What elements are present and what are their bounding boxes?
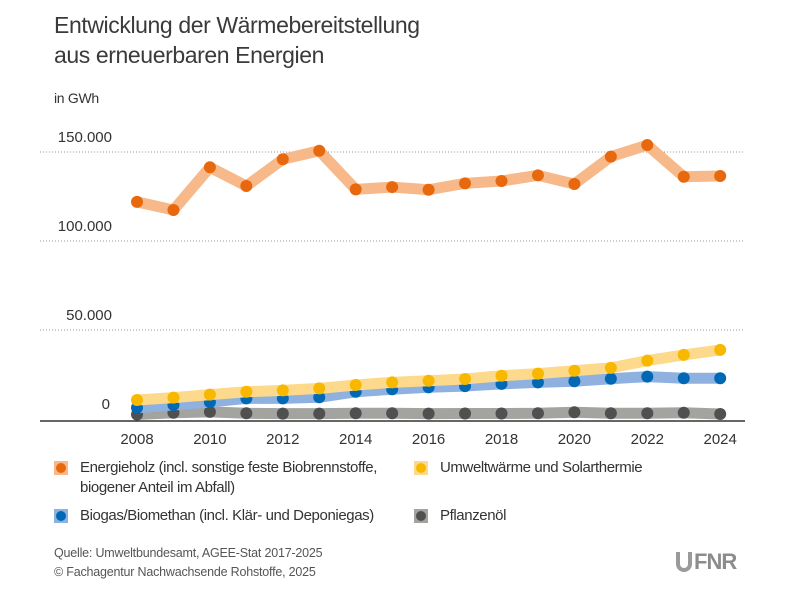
data-point [422, 374, 435, 387]
data-point [240, 407, 253, 420]
chart-title-line-1: Entwicklung der Wärmebereitstellung [54, 12, 420, 38]
data-point [641, 370, 654, 383]
y-tick-label: 0 [102, 396, 110, 413]
legend-label-pflanzenoel: Pflanzenöl [440, 507, 507, 524]
data-point [349, 379, 362, 392]
x-tick-label: 2014 [339, 431, 372, 448]
data-point [604, 372, 617, 385]
legend-label-biogas: Biogas/Biomethan (incl. Klär- und Deponi… [80, 507, 374, 524]
x-tick-label: 2024 [704, 431, 737, 448]
x-tick-label: 2020 [558, 431, 591, 448]
data-point [495, 407, 508, 420]
data-point [531, 376, 544, 389]
data-point [240, 179, 253, 192]
legend-item-umweltwaerme: Umweltwärme und Solarthermie [414, 458, 643, 478]
data-point [604, 407, 617, 420]
data-point [531, 367, 544, 380]
data-point [714, 343, 727, 356]
data-point [531, 169, 544, 182]
chart-title-line-2: aus erneuerbaren Energien [54, 42, 325, 68]
legend-label-energieholz: Energieholz (incl. sonstige feste Biobre… [80, 459, 377, 496]
legend-swatch-umweltwaerme [414, 461, 428, 475]
data-point [276, 384, 289, 397]
x-tick-label: 2010 [193, 431, 226, 448]
data-point [313, 382, 326, 395]
data-point [203, 405, 216, 418]
data-point [714, 372, 727, 385]
data-point [131, 393, 143, 406]
data-point [459, 177, 472, 190]
legend-swatch-pflanzenoel [414, 509, 428, 523]
copyright-line: © Fachagentur Nachwachsende Rohstoffe, 2… [54, 565, 316, 579]
data-point [677, 170, 690, 183]
data-point [349, 183, 362, 196]
data-point [459, 407, 472, 420]
data-point [677, 372, 690, 385]
source-note: Quelle: Umweltbundesamt, AGEE-Stat 2017-… [54, 544, 323, 582]
legend-swatch-energieholz [54, 461, 68, 475]
data-point [714, 408, 727, 421]
legend-label-umweltwaerme: Umweltwärme und Solarthermie [440, 459, 643, 476]
data-point [604, 361, 617, 374]
y-tick-label: 50.000 [66, 307, 112, 324]
data-point [313, 144, 326, 157]
data-point [677, 348, 690, 361]
data-point [568, 364, 581, 377]
data-point [386, 181, 399, 194]
data-point [641, 139, 654, 152]
data-point [568, 178, 581, 191]
logo-text: FNR [694, 549, 737, 574]
data-point [349, 407, 362, 420]
x-tick-label: 2012 [266, 431, 299, 448]
x-tick-label: 2008 [120, 431, 153, 448]
x-tick-label: 2018 [485, 431, 518, 448]
data-point [568, 406, 581, 419]
data-point [641, 354, 654, 367]
legend-item-energieholz: Energieholz (incl. sonstige feste Biobre… [54, 458, 377, 498]
data-point [568, 375, 581, 388]
fnr-logo: FNR [676, 549, 737, 575]
y-axis-unit-label: in GWh [54, 90, 99, 106]
data-point [714, 170, 727, 183]
data-point [276, 153, 289, 166]
data-point [240, 385, 253, 398]
data-point [422, 407, 435, 420]
data-point [422, 183, 435, 196]
data-point [641, 407, 654, 420]
line-chart: 0 50.000 100.000 150.000 2008 2010 2012 2014 201… [40, 129, 745, 448]
data-point [313, 391, 326, 404]
chart-title: Entwicklung der Wärmebereitstellung aus … [54, 10, 420, 70]
data-point [167, 204, 180, 217]
y-tick-label: 150.000 [58, 129, 112, 146]
data-point [386, 407, 399, 420]
data-point [203, 388, 216, 401]
legend-item-biogas: Biogas/Biomethan (incl. Klär- und Deponi… [54, 506, 374, 526]
legend-swatch-biogas [54, 509, 68, 523]
legend-item-pflanzenoel: Pflanzenöl [414, 506, 506, 526]
data-point [531, 407, 544, 420]
source-line: Quelle: Umweltbundesamt, AGEE-Stat 2017-… [54, 546, 323, 560]
drop-icon [676, 552, 692, 572]
series-line [135, 139, 721, 216]
data-point [604, 150, 617, 163]
data-point [386, 376, 399, 389]
data-point [313, 407, 326, 420]
data-point [495, 369, 508, 382]
x-tick-label: 2022 [631, 431, 664, 448]
x-tick-label: 2016 [412, 431, 445, 448]
data-point [459, 372, 472, 385]
data-point [167, 391, 180, 404]
data-point [131, 195, 143, 208]
data-point [276, 407, 289, 420]
data-point [677, 406, 690, 419]
data-point [203, 161, 216, 174]
data-point [495, 175, 508, 188]
y-tick-label: 100.000 [58, 218, 112, 235]
